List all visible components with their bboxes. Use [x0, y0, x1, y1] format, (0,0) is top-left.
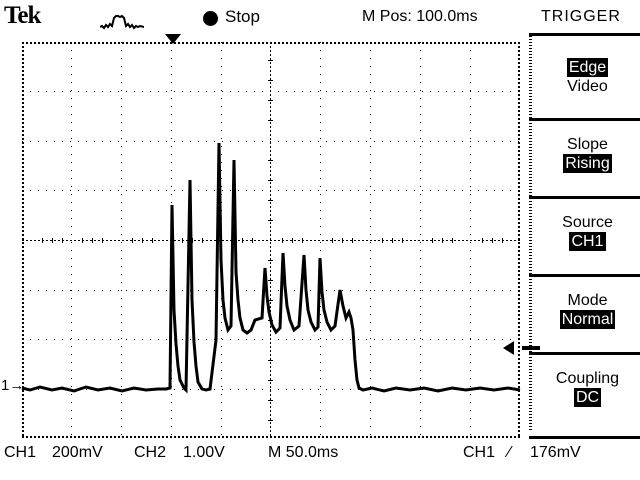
tek-logo: Tek	[4, 2, 41, 29]
axis-tick	[268, 380, 273, 381]
menu-item-mode[interactable]: Mode Normal	[535, 291, 640, 329]
axis-tick	[502, 238, 503, 243]
axis-tick	[182, 238, 183, 243]
trigger-source-readout[interactable]: CH1	[463, 444, 496, 461]
center-horizontal-axis	[22, 240, 520, 241]
menu-item-source-value[interactable]: CH1	[569, 232, 606, 251]
axis-tick	[352, 238, 353, 243]
ch2-vertical-scale[interactable]: 1.00V	[183, 444, 225, 461]
axis-tick	[392, 238, 393, 243]
axis-tick	[232, 238, 233, 243]
ch1-vertical-scale[interactable]: 200mV	[52, 444, 103, 461]
menu-item-source-label: Source	[562, 214, 613, 231]
axis-tick	[92, 238, 93, 243]
axis-tick	[342, 238, 343, 243]
trigger-level-readout[interactable]: 176mV	[530, 444, 581, 461]
trigger-menu-panel: Edge Video Slope Rising Source CH1 Mode …	[529, 33, 640, 439]
axis-tick	[268, 100, 273, 101]
axis-tick	[332, 238, 333, 243]
axis-tick	[132, 238, 133, 243]
menu-item-coupling[interactable]: Coupling DC	[535, 369, 640, 407]
waveform-thumbnail-icon	[100, 14, 144, 30]
menu-item-coupling-value[interactable]: DC	[573, 388, 602, 407]
menu-item-type-option-video[interactable]: Video	[567, 78, 608, 95]
menu-separator	[529, 196, 640, 199]
grid-hline	[22, 190, 520, 191]
axis-tick	[302, 238, 303, 243]
graticule	[22, 42, 520, 438]
menu-item-type[interactable]: Edge Video	[535, 58, 640, 96]
axis-tick	[282, 238, 283, 243]
grid-hline	[22, 339, 520, 340]
axis-tick	[432, 238, 433, 243]
trigger-position-marker[interactable]	[165, 34, 181, 44]
axis-tick	[382, 238, 383, 243]
grid-hline	[22, 141, 520, 142]
menu-separator	[529, 274, 640, 277]
axis-tick	[268, 420, 273, 421]
axis-tick	[152, 238, 153, 243]
menu-item-slope[interactable]: Slope Rising	[535, 135, 640, 173]
axis-tick	[268, 280, 273, 281]
menu-item-mode-label: Mode	[567, 292, 608, 309]
axis-tick	[482, 238, 483, 243]
axis-tick	[52, 238, 53, 243]
axis-tick	[142, 238, 143, 243]
axis-tick	[192, 238, 193, 243]
axis-tick	[268, 360, 273, 361]
trigger-level-marker[interactable]	[503, 341, 514, 355]
axis-tick	[268, 80, 273, 81]
channel-1-marker-label: 1	[1, 377, 10, 394]
axis-tick	[268, 260, 273, 261]
top-status-bar: Tek Stop M Pos: 100.0ms TRIGGER	[0, 0, 640, 34]
axis-tick	[202, 238, 203, 243]
axis-tick	[442, 238, 443, 243]
axis-tick	[82, 238, 83, 243]
axis-tick	[268, 160, 273, 161]
menu-item-mode-value[interactable]: Normal	[559, 310, 616, 329]
bottom-status-bar: CH1 200mV CH2 1.00V M 50.0ms CH1 ∕ 176mV	[0, 444, 640, 474]
grid-hline	[22, 389, 520, 390]
menu-rail	[529, 36, 532, 431]
axis-tick	[268, 180, 273, 181]
ch2-label[interactable]: CH2	[134, 444, 167, 461]
axis-tick	[268, 220, 273, 221]
menu-separator	[529, 118, 640, 121]
acquisition-status-label: Stop	[225, 7, 260, 26]
axis-tick	[268, 120, 273, 121]
axis-tick	[252, 238, 253, 243]
menu-item-slope-label: Slope	[567, 136, 608, 153]
axis-tick	[492, 238, 493, 243]
channel-1-ground-marker[interactable]: 1→	[1, 378, 24, 393]
axis-tick	[268, 400, 273, 401]
axis-tick	[268, 200, 273, 201]
grid-hline	[22, 91, 520, 92]
horizontal-position-readout: M Pos: 100.0ms	[362, 8, 478, 25]
menu-item-source[interactable]: Source CH1	[535, 213, 640, 251]
menu-separator	[529, 352, 640, 355]
menu-title: TRIGGER	[541, 8, 621, 25]
acquisition-status-icon	[203, 11, 218, 26]
menu-separator	[529, 33, 640, 36]
axis-tick	[102, 238, 103, 243]
channel-1-marker-arrow: →	[9, 377, 25, 394]
axis-tick	[268, 300, 273, 301]
timebase-readout[interactable]: M 50.0ms	[268, 444, 339, 461]
grid-hline	[22, 290, 520, 291]
menu-item-type-selected[interactable]: Edge	[566, 58, 609, 77]
axis-tick	[268, 320, 273, 321]
menu-item-slope-value[interactable]: Rising	[563, 154, 612, 173]
menu-item-coupling-label: Coupling	[555, 370, 620, 387]
axis-tick	[42, 238, 43, 243]
axis-tick	[452, 238, 453, 243]
axis-tick	[402, 238, 403, 243]
axis-tick	[292, 238, 293, 243]
ch1-label[interactable]: CH1	[4, 444, 37, 461]
trigger-edge-icon: ∕	[508, 444, 511, 461]
axis-tick	[62, 238, 63, 243]
axis-tick	[268, 60, 273, 61]
axis-tick	[242, 238, 243, 243]
menu-separator	[529, 436, 640, 439]
